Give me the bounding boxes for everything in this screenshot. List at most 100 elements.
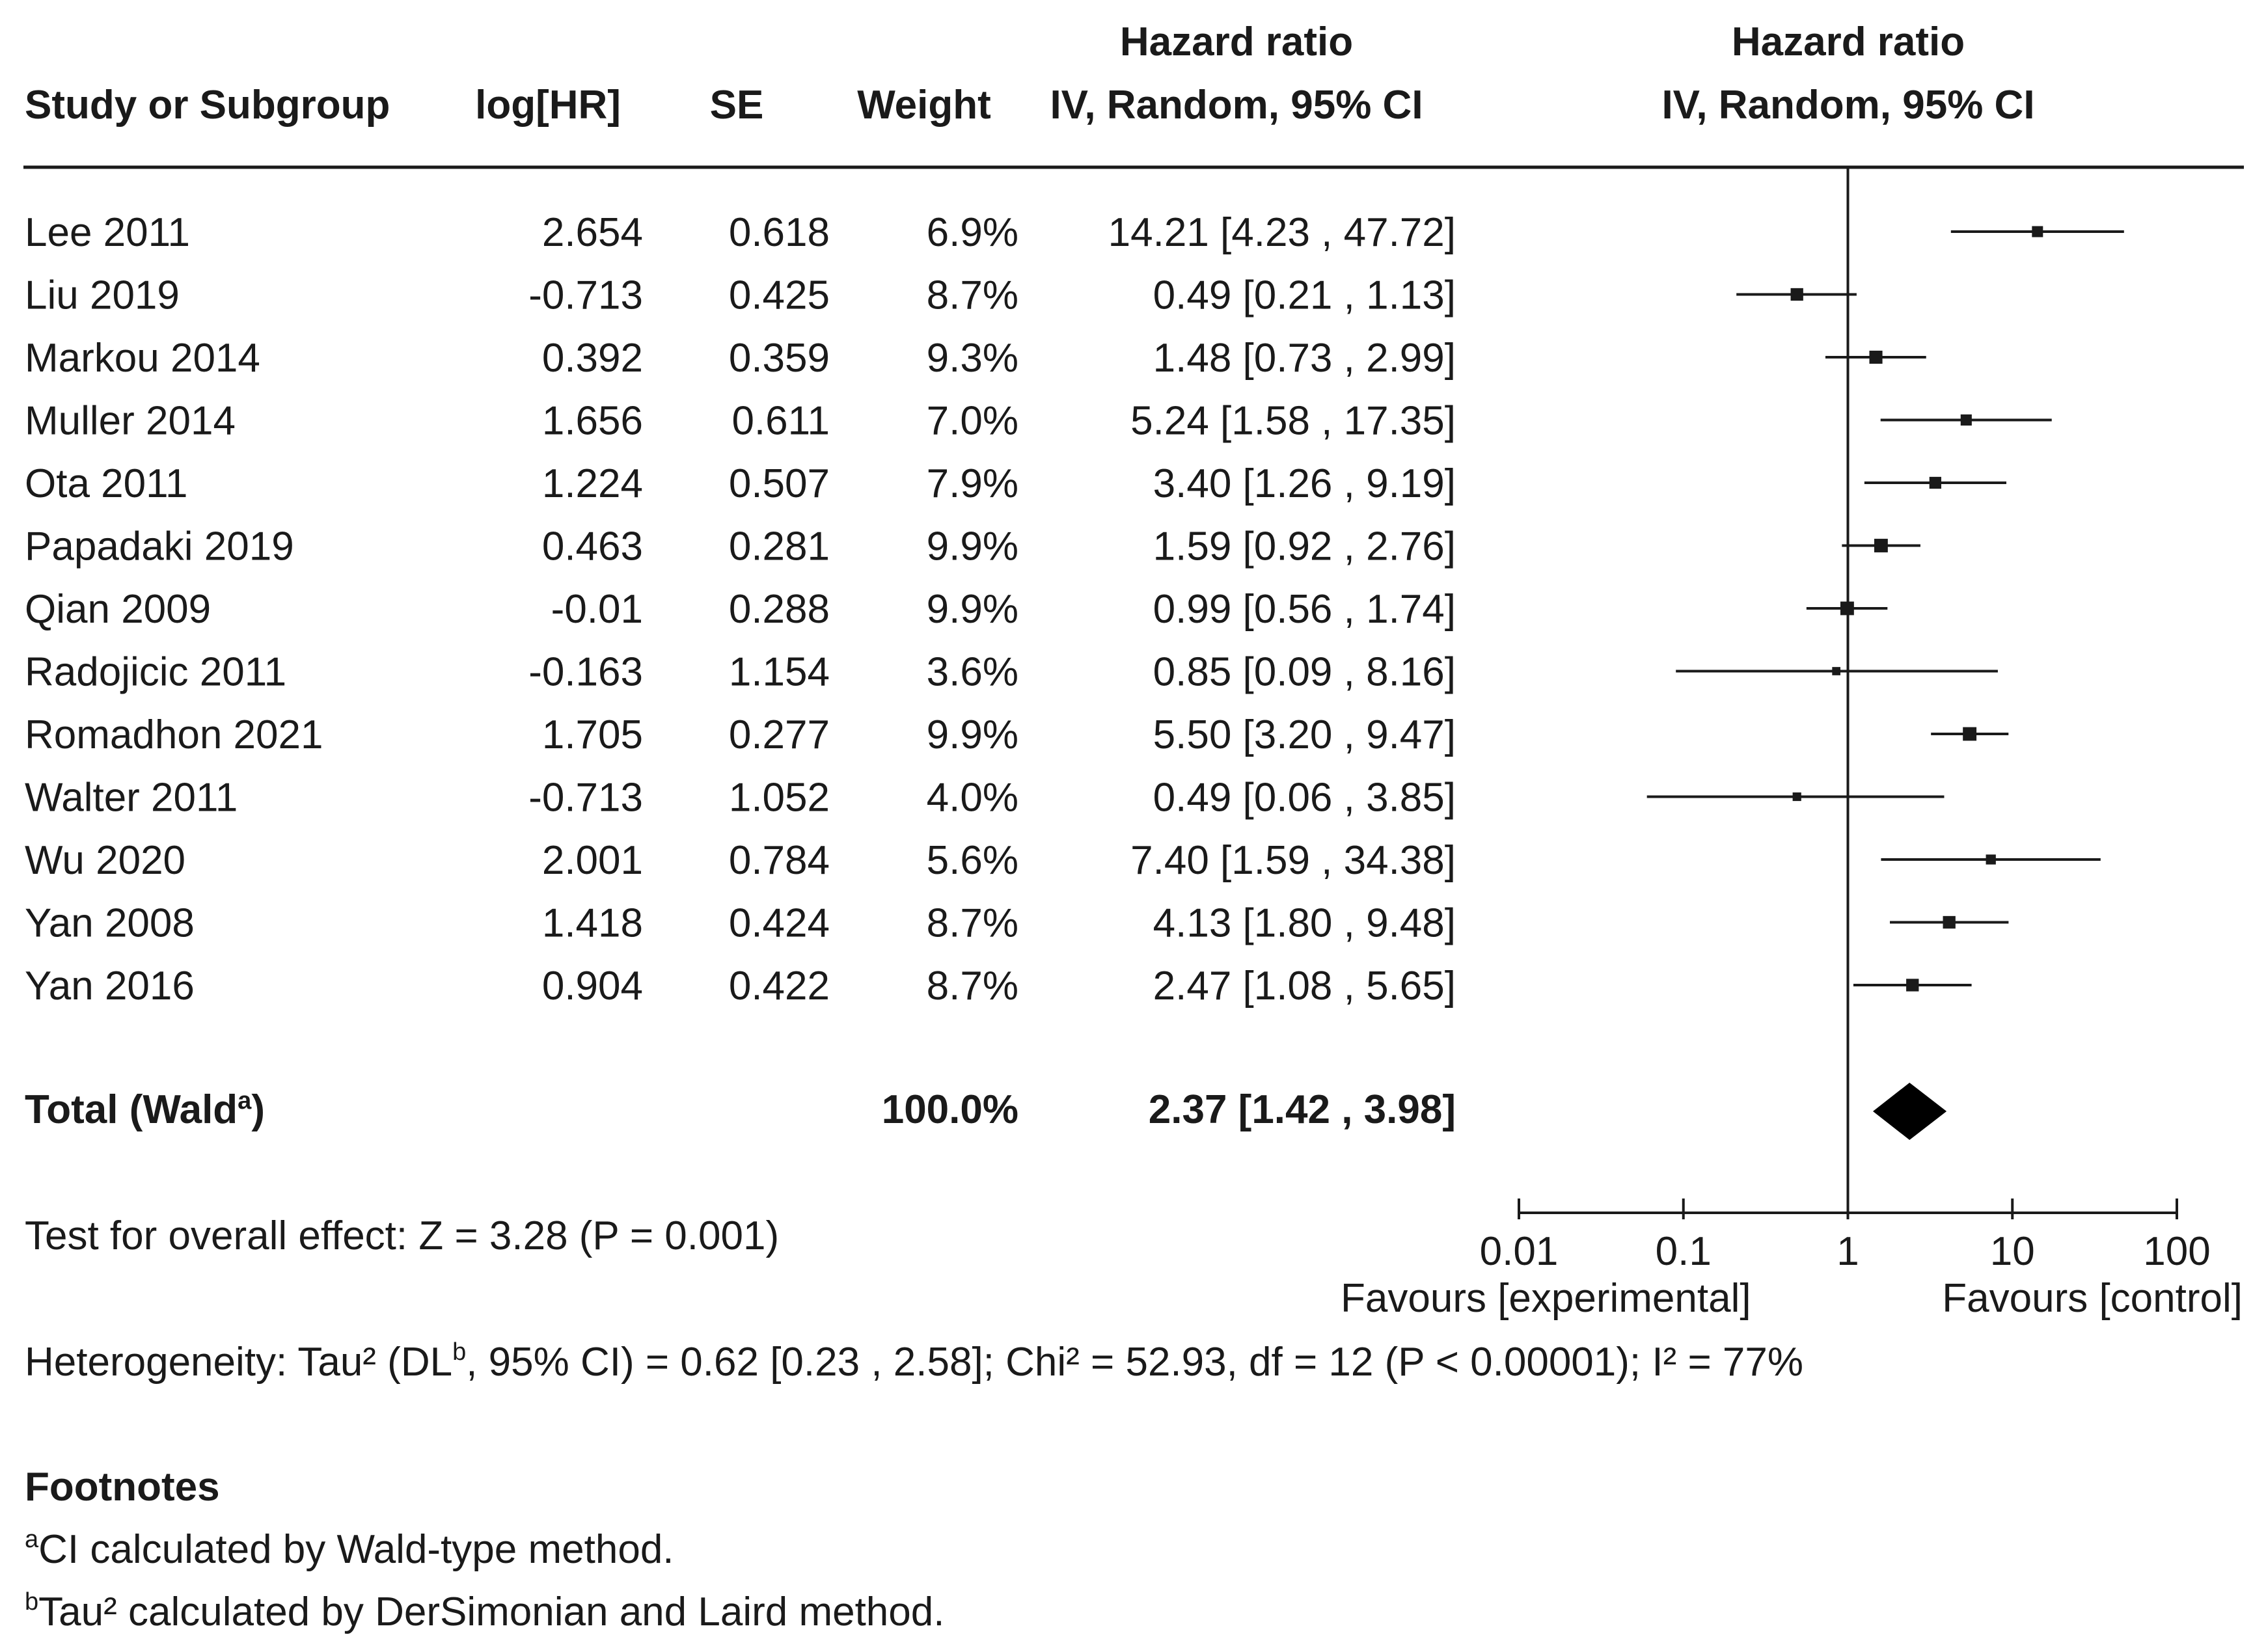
study-ci-text: 3.40 [1.26 , 9.19] bbox=[1153, 461, 1456, 506]
study-se: 0.288 bbox=[729, 587, 830, 632]
study-name: Lee 2011 bbox=[25, 210, 190, 255]
point-estimate bbox=[1906, 979, 1919, 992]
study-weight: 9.3% bbox=[927, 336, 1018, 381]
study-se: 0.507 bbox=[729, 461, 830, 506]
study-weight: 9.9% bbox=[927, 524, 1018, 569]
point-estimate bbox=[1869, 350, 1883, 364]
study-weight: 8.7% bbox=[927, 964, 1018, 1009]
header-loghr: log[HR] bbox=[475, 83, 621, 128]
study-se: 0.424 bbox=[729, 901, 830, 946]
x-tick-label: 10 bbox=[1990, 1229, 2035, 1274]
study-loghr: 0.463 bbox=[542, 524, 643, 569]
study-loghr: -0.713 bbox=[528, 273, 643, 318]
study-loghr: 1.705 bbox=[542, 712, 643, 757]
study-ci-text: 4.13 [1.80 , 9.48] bbox=[1153, 901, 1456, 946]
header-hr-table-line2: IV, Random, 95% CI bbox=[1050, 83, 1423, 128]
header-hr-plot-line1: Hazard ratio bbox=[1732, 20, 1965, 64]
point-estimate bbox=[1792, 792, 1801, 802]
study-se: 0.281 bbox=[729, 524, 830, 569]
study-weight: 9.9% bbox=[927, 587, 1018, 632]
study-ci-text: 0.85 [0.09 , 8.16] bbox=[1153, 650, 1456, 695]
study-se: 0.425 bbox=[729, 273, 830, 318]
total-ci-text: 2.37 [1.42 , 3.98] bbox=[1149, 1087, 1456, 1132]
study-ci-text: 0.49 [0.06 , 3.85] bbox=[1153, 776, 1456, 820]
study-name: Radojicic 2011 bbox=[25, 650, 286, 695]
study-name: Ota 2011 bbox=[25, 461, 187, 506]
favours-left: Favours [experimental] bbox=[1341, 1276, 1751, 1321]
point-estimate bbox=[1874, 539, 1888, 552]
study-se: 0.359 bbox=[729, 336, 830, 381]
point-estimate bbox=[1832, 667, 1841, 675]
footnotes-title: Footnotes bbox=[25, 1465, 220, 1510]
study-se: 0.618 bbox=[729, 210, 830, 255]
point-estimate bbox=[1840, 601, 1854, 616]
study-loghr: 2.654 bbox=[542, 210, 643, 255]
study-se: 1.052 bbox=[729, 776, 830, 820]
study-se: 0.611 bbox=[731, 399, 830, 444]
study-ci-text: 0.49 [0.21 , 1.13] bbox=[1153, 273, 1456, 318]
total-label: Total (Walda) bbox=[25, 1087, 265, 1132]
study-ci-text: 1.59 [0.92 , 2.76] bbox=[1153, 524, 1456, 569]
study-name: Walter 2011 bbox=[25, 776, 238, 820]
point-estimate bbox=[2032, 226, 2043, 237]
study-name: Yan 2016 bbox=[25, 964, 195, 1009]
header-se: SE bbox=[710, 83, 764, 128]
study-loghr: 1.418 bbox=[542, 901, 643, 946]
total-diamond bbox=[1872, 1083, 1947, 1140]
favours-right: Favours [control] bbox=[1942, 1276, 2243, 1321]
study-ci-text: 0.99 [0.56 , 1.74] bbox=[1153, 587, 1456, 632]
header-hr-plot-line2: IV, Random, 95% CI bbox=[1661, 83, 2034, 128]
x-tick-label: 0.01 bbox=[1480, 1229, 1559, 1274]
study-weight: 7.0% bbox=[927, 399, 1018, 444]
study-weight: 6.9% bbox=[927, 210, 1018, 255]
x-tick-label: 1 bbox=[1837, 1229, 1859, 1274]
x-tick-label: 0.1 bbox=[1656, 1229, 1712, 1274]
study-loghr: -0.01 bbox=[551, 587, 643, 632]
study-weight: 9.9% bbox=[927, 712, 1018, 757]
study-loghr: 1.224 bbox=[542, 461, 643, 506]
point-estimate bbox=[1986, 854, 1996, 865]
x-tick-label: 100 bbox=[2143, 1229, 2210, 1274]
study-loghr: -0.713 bbox=[528, 776, 643, 820]
point-estimate bbox=[1790, 288, 1803, 301]
study-weight: 8.7% bbox=[927, 901, 1018, 946]
total-weight: 100.0% bbox=[882, 1087, 1018, 1132]
study-weight: 3.6% bbox=[927, 650, 1018, 695]
footnote-b: bTau² calculated by DerSimonian and Lair… bbox=[25, 1588, 944, 1634]
point-estimate bbox=[1963, 727, 1977, 741]
point-estimate bbox=[1943, 915, 1956, 929]
footnote-a: aCI calculated by Wald-type method. bbox=[25, 1526, 674, 1572]
study-loghr: -0.163 bbox=[528, 650, 643, 695]
study-weight: 7.9% bbox=[927, 461, 1018, 506]
point-estimate bbox=[1929, 476, 1941, 489]
study-name: Qian 2009 bbox=[25, 587, 211, 632]
study-name: Muller 2014 bbox=[25, 399, 236, 444]
study-se: 1.154 bbox=[729, 650, 830, 695]
header-hr-table-line1: Hazard ratio bbox=[1120, 20, 1353, 64]
study-ci-text: 2.47 [1.08 , 5.65] bbox=[1153, 964, 1456, 1009]
study-name: Romadhon 2021 bbox=[25, 712, 323, 757]
study-weight: 5.6% bbox=[927, 838, 1018, 883]
study-name: Markou 2014 bbox=[25, 336, 260, 381]
header-study: Study or Subgroup bbox=[25, 83, 390, 128]
study-ci-text: 5.24 [1.58 , 17.35] bbox=[1130, 399, 1456, 444]
study-loghr: 0.904 bbox=[542, 964, 643, 1009]
study-ci-text: 5.50 [3.20 , 9.47] bbox=[1153, 712, 1456, 757]
study-loghr: 1.656 bbox=[542, 399, 643, 444]
study-name: Wu 2020 bbox=[25, 838, 185, 883]
study-se: 0.784 bbox=[729, 838, 830, 883]
overall-effect: Test for overall effect: Z = 3.28 (P = 0… bbox=[25, 1213, 779, 1258]
study-ci-text: 1.48 [0.73 , 2.99] bbox=[1153, 336, 1456, 381]
study-loghr: 0.392 bbox=[542, 336, 643, 381]
study-ci-text: 7.40 [1.59 , 34.38] bbox=[1130, 838, 1456, 883]
study-name: Liu 2019 bbox=[25, 273, 180, 318]
study-se: 0.277 bbox=[729, 712, 830, 757]
study-se: 0.422 bbox=[729, 964, 830, 1009]
heterogeneity: Heterogeneity: Tau² (DLb, 95% CI) = 0.62… bbox=[25, 1338, 1803, 1385]
study-name: Yan 2008 bbox=[25, 901, 195, 946]
study-ci-text: 14.21 [4.23 , 47.72] bbox=[1108, 210, 1456, 255]
study-name: Papadaki 2019 bbox=[25, 524, 294, 569]
header-weight: Weight bbox=[857, 83, 991, 128]
study-weight: 8.7% bbox=[927, 273, 1018, 318]
